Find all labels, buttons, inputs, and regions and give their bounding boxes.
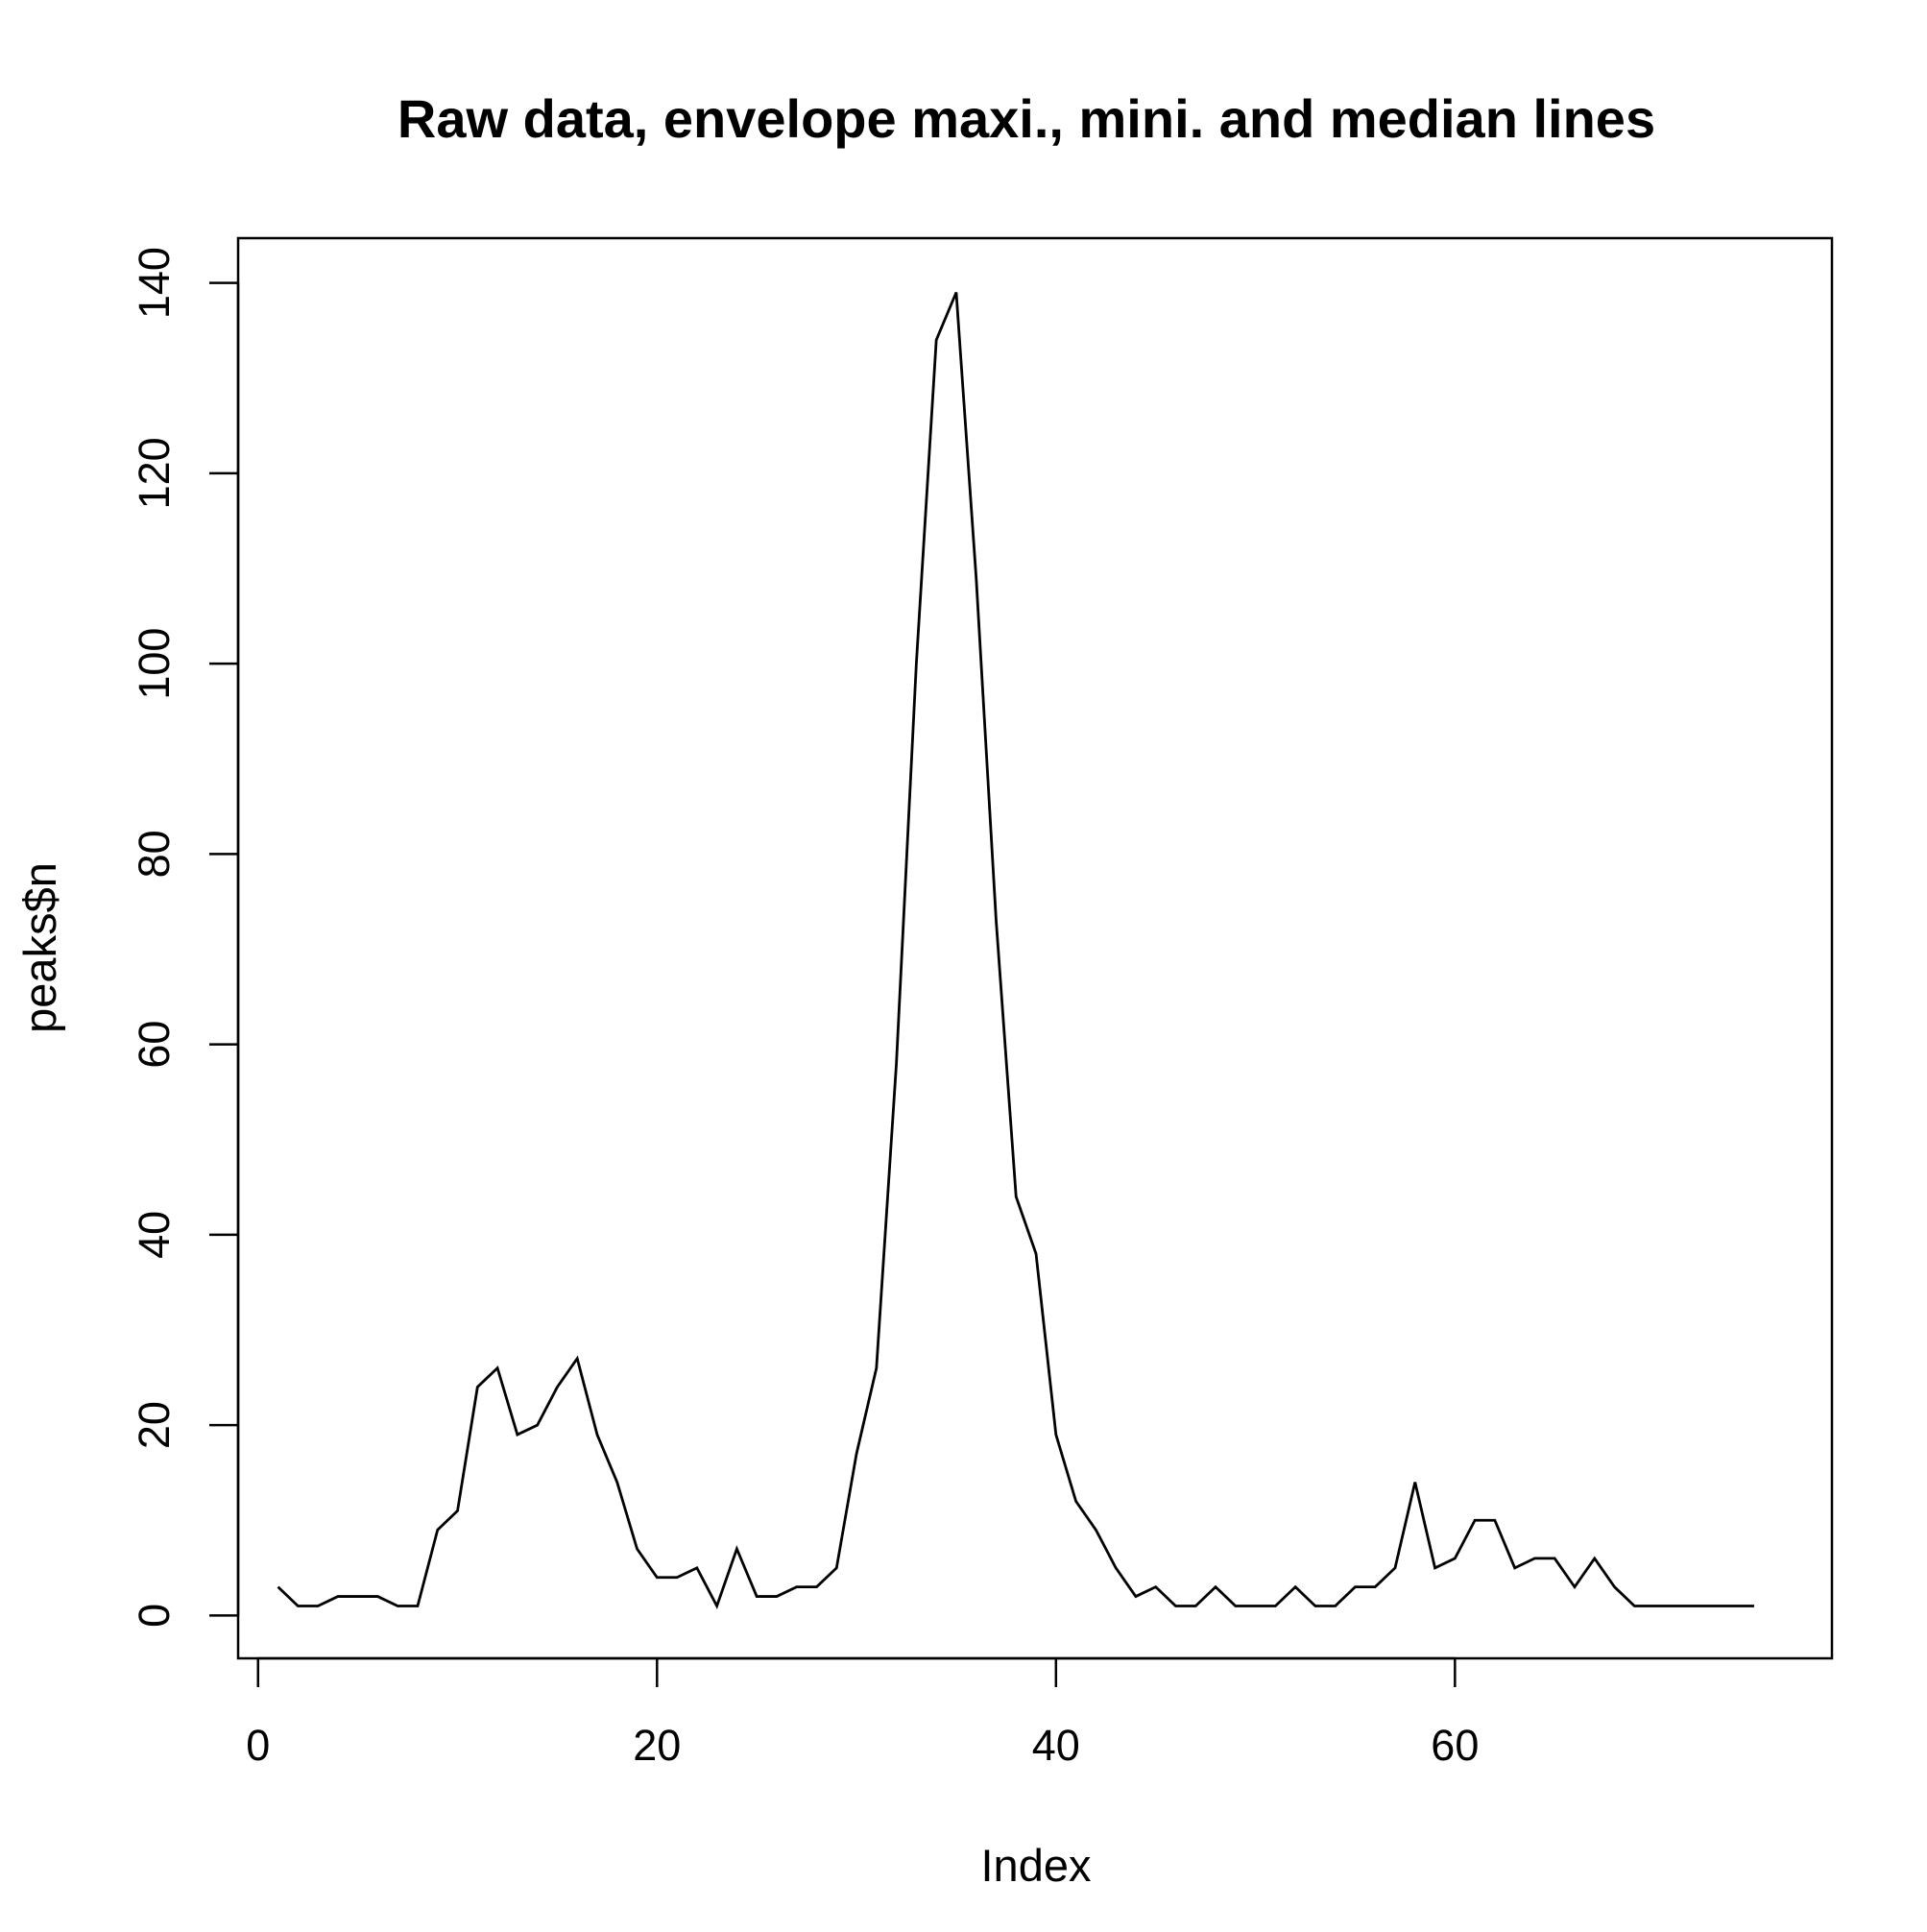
y-axis-label: peaks$n — [14, 862, 65, 1033]
x-axis-label: Index — [981, 1840, 1092, 1891]
y-tick-label-140: 140 — [130, 247, 179, 319]
y-tick-label-100: 100 — [130, 628, 179, 700]
y-tick-label-60: 60 — [130, 1021, 179, 1069]
x-tick-label-0: 0 — [246, 1721, 270, 1770]
y-axis: 0 20 40 60 80 100 120 140 — [130, 247, 240, 1628]
x-tick-label-60: 60 — [1431, 1721, 1479, 1770]
chart-title: Raw data, envelope maxi., mini. and medi… — [397, 88, 1655, 149]
x-tick-label-40: 40 — [1032, 1721, 1080, 1770]
series-layer — [277, 291, 1754, 1609]
x-axis: 0 20 40 60 — [246, 1656, 1479, 1770]
series-line-0 — [277, 291, 1754, 1609]
y-tick-label-120: 120 — [130, 437, 179, 509]
y-tick-label-0: 0 — [130, 1604, 179, 1628]
x-tick-label-20: 20 — [633, 1721, 681, 1770]
y-tick-label-80: 80 — [130, 830, 179, 878]
y-tick-label-20: 20 — [130, 1401, 179, 1449]
plot-frame — [236, 236, 1834, 1660]
y-tick-label-40: 40 — [130, 1211, 179, 1259]
